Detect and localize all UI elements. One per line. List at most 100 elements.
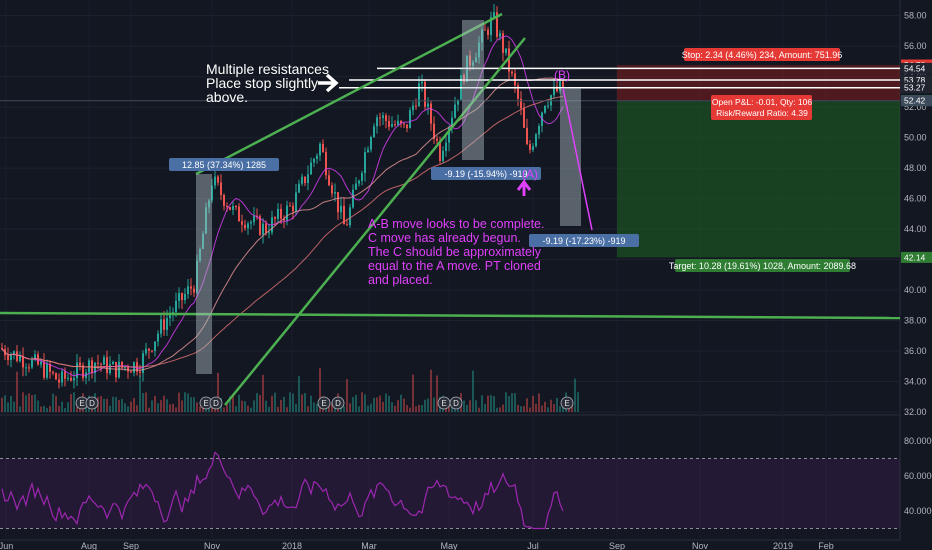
candle-body bbox=[535, 134, 537, 147]
resistance-note: Multiple resistances Place stop slightly… bbox=[206, 61, 329, 105]
measure-label-a-box bbox=[431, 167, 541, 180]
lower-trend-line bbox=[224, 37, 526, 406]
candle-body bbox=[19, 355, 21, 361]
volume-bar bbox=[571, 405, 573, 412]
measure-label-c: -9.19 (-17.23%) -919 bbox=[542, 236, 625, 246]
candle-body bbox=[82, 365, 84, 378]
volume-bar bbox=[577, 392, 579, 412]
candle-body bbox=[79, 362, 81, 366]
candle-body bbox=[283, 218, 285, 221]
candle-body bbox=[31, 359, 33, 368]
dividend-icon bbox=[209, 396, 223, 410]
volume-bar bbox=[535, 403, 537, 412]
volume-bar bbox=[199, 406, 201, 412]
dividend-marker: D bbox=[89, 399, 95, 408]
volume-bar bbox=[106, 398, 108, 412]
volume-bar bbox=[283, 396, 285, 412]
x-tick-label: Jul bbox=[527, 541, 539, 550]
volume-bar bbox=[364, 394, 366, 412]
price-label-box bbox=[901, 62, 932, 74]
y-tick-label: 40.00 bbox=[904, 285, 927, 295]
volume-bar bbox=[538, 393, 540, 412]
volume-bar bbox=[481, 395, 483, 412]
measure-label-a: -9.19 (-15.94%) -919 bbox=[444, 169, 527, 179]
candle-body bbox=[46, 363, 48, 378]
volume-bar bbox=[532, 395, 534, 412]
volume-bar bbox=[394, 405, 396, 412]
candle-body bbox=[316, 155, 318, 160]
volume-bar bbox=[307, 406, 309, 412]
candle-body bbox=[103, 357, 105, 365]
volume-bar bbox=[406, 405, 408, 412]
volume-bar bbox=[451, 406, 453, 412]
volume-bar bbox=[562, 406, 564, 412]
candle-body bbox=[226, 205, 228, 208]
volume-bar bbox=[430, 369, 432, 412]
candle-body bbox=[241, 221, 243, 225]
volume-bar bbox=[118, 399, 120, 412]
x-tick-label: Mar bbox=[361, 541, 377, 550]
volume-bar bbox=[346, 379, 348, 412]
volume-bar bbox=[445, 406, 447, 412]
candle-body bbox=[61, 371, 63, 383]
x-tick-label: Sep bbox=[609, 541, 625, 550]
candle-body bbox=[76, 362, 78, 379]
volume-bar bbox=[313, 402, 315, 412]
volume-bar bbox=[232, 393, 234, 412]
volume-bar bbox=[277, 406, 279, 412]
candle-body bbox=[289, 205, 291, 207]
volume-bar bbox=[424, 399, 426, 412]
volume-bar bbox=[181, 400, 183, 412]
candle-body bbox=[253, 215, 255, 223]
candle-body bbox=[265, 223, 267, 233]
candle-body bbox=[343, 205, 345, 225]
open-pl-box bbox=[711, 95, 812, 120]
candle-body bbox=[244, 224, 246, 229]
candle-body bbox=[73, 378, 75, 381]
candle-body bbox=[229, 207, 231, 210]
volume-bar bbox=[244, 401, 246, 412]
volume-bar bbox=[412, 374, 414, 412]
candle-body bbox=[268, 232, 270, 234]
volume-bar bbox=[310, 395, 312, 412]
candle-body bbox=[259, 216, 261, 235]
volume-bar bbox=[148, 407, 150, 412]
candle-body bbox=[388, 121, 390, 127]
volume-bar bbox=[295, 403, 297, 412]
volume-bar bbox=[382, 401, 384, 412]
candle-body bbox=[238, 206, 240, 222]
projection-line bbox=[562, 87, 593, 231]
candle-body bbox=[190, 286, 192, 289]
volume-bar bbox=[34, 394, 36, 412]
x-tick-label: May bbox=[440, 541, 458, 550]
volume-bar bbox=[247, 405, 249, 412]
candle-body bbox=[94, 362, 96, 374]
candle-body bbox=[526, 127, 528, 145]
candle-body bbox=[427, 103, 429, 107]
measure-label-up: 12.85 (37.34%) 1285 bbox=[182, 160, 266, 170]
volume-bar bbox=[373, 397, 375, 412]
candle-body bbox=[472, 62, 474, 66]
volume-bar bbox=[511, 393, 513, 412]
candle-body bbox=[421, 81, 423, 84]
candle-body bbox=[511, 71, 513, 74]
candle-body bbox=[310, 162, 312, 175]
rsi-y-tick-label: 60.0000 bbox=[904, 471, 932, 481]
volume-bar bbox=[211, 404, 213, 412]
candle-body bbox=[469, 55, 471, 66]
volume-bar bbox=[409, 407, 411, 412]
volume-bar bbox=[10, 395, 12, 412]
volume-bar bbox=[223, 407, 225, 412]
candle-body bbox=[448, 127, 450, 143]
candle-body bbox=[223, 195, 225, 206]
volume-bar bbox=[550, 399, 552, 412]
stop-label-box bbox=[684, 48, 840, 61]
candle-body bbox=[409, 110, 411, 129]
candle-body bbox=[364, 152, 366, 174]
candle-body bbox=[424, 81, 426, 107]
candle-body bbox=[277, 208, 279, 219]
stop-zone bbox=[617, 65, 900, 101]
candle-body bbox=[97, 362, 99, 364]
target-label-box bbox=[675, 259, 850, 272]
